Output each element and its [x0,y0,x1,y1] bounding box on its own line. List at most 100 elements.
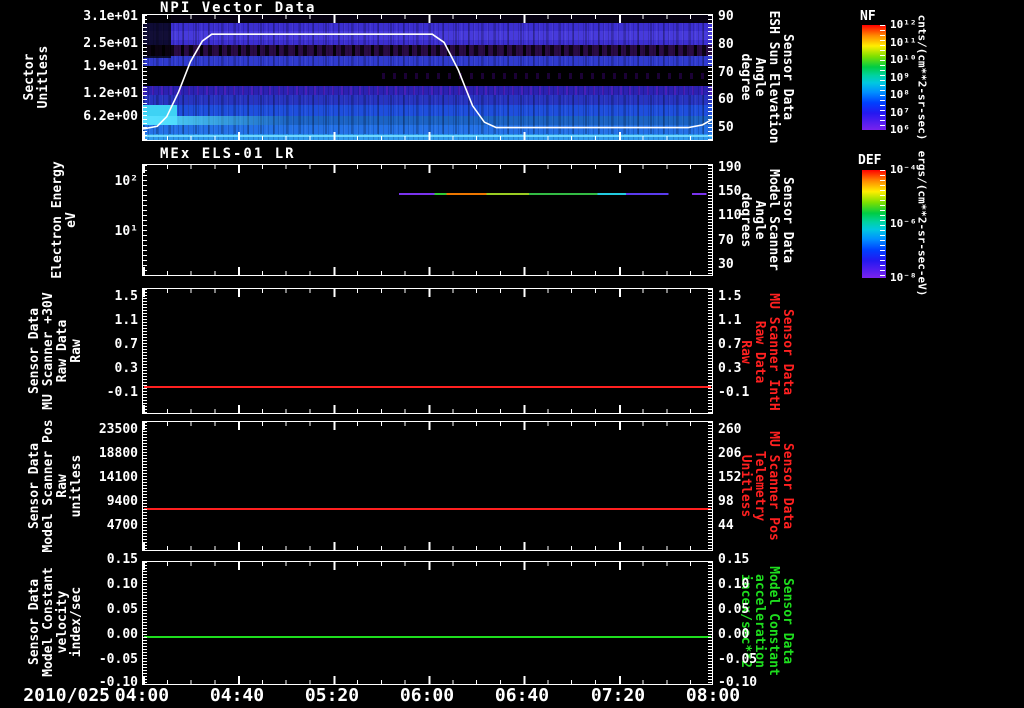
y-ticks-left [143,165,147,275]
x-ticks-major [143,289,712,297]
npi-band-4 [143,45,712,57]
p1-ytick-3: 1.2e+01 [83,86,138,101]
nf-tick-3: 10⁹ [890,70,910,84]
x-ticks-major [143,15,712,23]
p3-ytick-1: 1.1 [114,313,138,328]
npi-spectrogram-panel [142,14,713,141]
y-ticks-right [708,15,712,140]
els-energy-trace [144,193,711,196]
p5-right-tick-2: 0.05 [718,602,750,617]
p5-ytick-4: -0.05 [98,652,138,667]
x-ticks-minor [143,409,712,413]
p5-ytick-0: 0.15 [106,552,138,567]
p2-right-tick-0: 190 [718,160,742,175]
x-tick-label-5: 07:20 [590,685,646,706]
p5-right-tick-3: 0.00 [718,627,750,642]
p1-right-tick-0: 90 [718,9,734,24]
npi-band-7 [143,86,712,95]
x-tick-label-3: 06:00 [399,685,455,706]
x-ticks-minor [143,271,712,275]
p1-ytick-0: 3.1e+01 [83,9,138,24]
p3-right-tick-2: 0.7 [718,337,742,352]
def-colorbar-title: DEF [858,153,882,168]
def-colorbar-ticks [880,170,885,278]
x-ticks-minor [143,165,712,169]
p1-right-tick-2: 70 [718,65,734,80]
p5-right-tick-1: 0.10 [718,577,750,592]
x-ticks-major [143,562,712,570]
def-tick-1: 10⁻⁶ [890,217,917,230]
nf-colorbar-ticks [880,25,885,130]
p5-ytick-2: 0.05 [106,602,138,617]
x-ticks-minor [143,15,712,19]
p3-right-tick-1: 1.1 [718,313,742,328]
p4-right-tick-0: 260 [718,422,742,437]
def-tick-2: 10⁻⁸ [890,271,917,284]
p5-data-line [144,636,711,638]
y-ticks-left [143,422,147,550]
x-ticks-minor [143,546,712,550]
def-colorbar-units: ergs/(cm**2-sr-sec-eV) [915,150,929,297]
p2-right-tick-1: 150 [718,184,742,199]
p4-data-line [144,508,711,510]
p1-ylabel: Sector Unitless [22,45,51,109]
p4-ytick-4: 4700 [106,518,138,533]
model-constant-velocity-panel [142,561,713,685]
mu-scanner-30v-panel [142,288,713,414]
npi-band-5 [143,56,712,67]
p4-ytick-1: 18800 [98,446,138,461]
y-ticks-right [708,422,712,550]
x-axis-date: 2010/025 [23,685,110,706]
npi-purple-speckle-row [381,72,712,79]
p1-ytick-1: 2.5e+01 [83,36,138,51]
p4-right-tick-4: 44 [718,518,734,533]
nf-tick-2: 10¹⁰ [890,53,917,66]
p5-ytick-1: 0.10 [106,577,138,592]
p1-right-tick-4: 50 [718,120,734,135]
p3-ytick-3: 0.3 [114,361,138,376]
y-ticks-left [143,289,147,413]
npi-band-11 [143,125,712,134]
y-ticks-right [708,165,712,275]
x-tick-label-6: 08:00 [685,685,741,706]
npi-band-3 [143,40,712,45]
p5-right-tick-4: -0.05 [718,652,758,667]
npi-band-10 [143,116,712,125]
x-ticks-minor [143,289,712,293]
p3-ytick-2: 0.7 [114,337,138,352]
y-ticks-left [143,562,147,684]
sun-elevation-curve [143,33,712,130]
x-ticks-major [143,165,712,173]
p3-data-line [144,386,711,388]
x-ticks-minor [143,562,712,566]
p4-ytick-2: 14100 [98,470,138,485]
x-tick-label-4: 06:40 [494,685,550,706]
p5-ylabel: Sensor Data Model Constant velocity inde… [27,567,84,677]
nf-colorbar [862,25,886,130]
nf-tick-0: 10¹² [890,18,917,31]
x-ticks-minor [143,136,712,140]
p3-right-tick-3: 0.3 [718,361,742,376]
p1-ytick-2: 1.9e+01 [83,59,138,74]
p2-ytick-0: 10² [114,174,138,189]
def-colorbar [862,170,886,278]
p2-right-tick-3: 70 [718,233,734,248]
x-tick-label-1: 04:40 [209,685,265,706]
x-tick-label-0: 04:00 [114,685,170,706]
p3-ytick-0: 1.5 [114,289,138,304]
y-ticks-right [708,289,712,413]
x-ticks-minor [143,680,712,684]
def-tick-0: 10⁻⁴ [890,163,917,176]
p1-ytick-4: 6.2e+00 [83,109,138,124]
nf-tick-5: 10⁷ [890,105,910,119]
p3-ytick-4: -0.1 [106,385,138,400]
p1-right-tick-1: 80 [718,37,734,52]
p3-right-tick-4: -0.1 [718,385,750,400]
p5-ytick-3: 0.00 [106,627,138,642]
nf-tick-4: 10⁸ [890,88,910,101]
panel1-title: NPI Vector Data [160,0,317,16]
model-scanner-pos-panel [142,421,713,551]
npi-band-2 [143,31,712,40]
p4-right-tick-3: 98 [718,494,734,509]
p4-ytick-3: 9400 [106,494,138,509]
